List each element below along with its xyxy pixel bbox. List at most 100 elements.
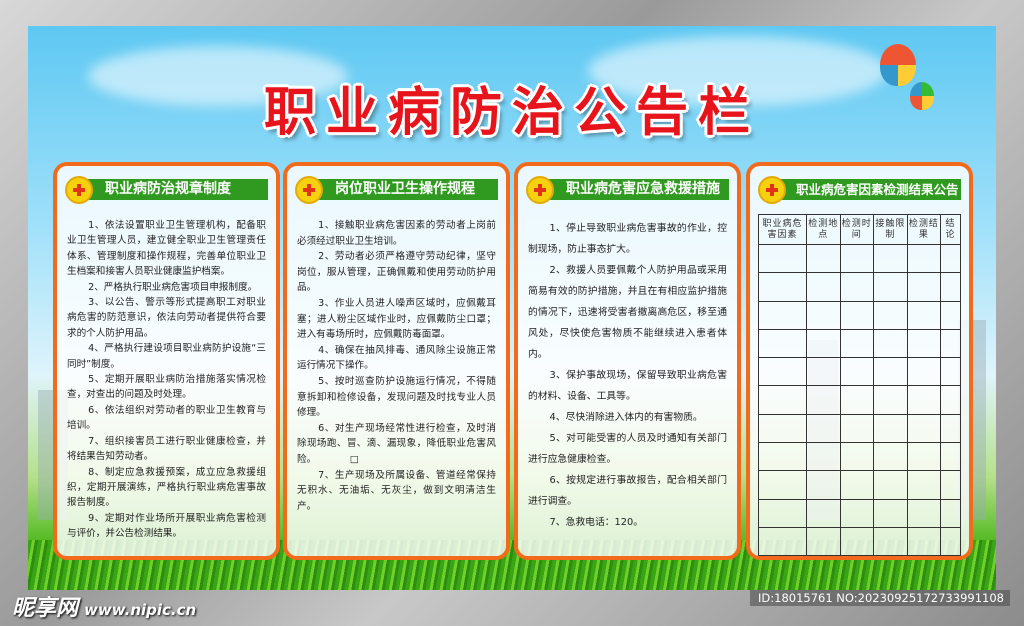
table-cell — [839, 498, 875, 528]
list-item: 6、对生产现场经常性进行检查，及时消除现场跑、冒、滴、漏现象，降低职业危害风险。… — [297, 422, 496, 465]
column-header: 检测地点 — [806, 214, 841, 245]
table-cell — [758, 413, 807, 444]
table-cell — [906, 243, 942, 274]
table-cell — [758, 243, 807, 274]
hot-air-balloon-icon — [910, 82, 934, 110]
table-row — [758, 470, 961, 500]
table-cell — [906, 413, 942, 444]
cloud — [88, 46, 348, 106]
list-item: 5、定期开展职业病防治措施落实情况检查，对查出的问题及时处理。 — [67, 374, 266, 401]
table-cell — [940, 328, 961, 359]
table-row — [758, 357, 961, 387]
health-emblem-icon — [526, 176, 554, 204]
table-cell — [940, 300, 961, 330]
table-cell — [873, 328, 908, 359]
table-cell — [806, 385, 841, 415]
table-cell — [940, 385, 961, 415]
list-item: 7、急救电话：120。 — [549, 517, 644, 528]
table-cell — [873, 385, 908, 415]
panel-heading: 岗位职业卫生操作规程 — [315, 179, 498, 200]
panel-emergency-measures: 职业病危害应急救援措施 1、停止导致职业病危害事故的作业，控制现场，防止事态扩大… — [514, 162, 741, 560]
table-cell — [839, 526, 875, 556]
panel-operating-rules: 岗位职业卫生操作规程 1、接触职业病危害因素的劳动者上岗前必须经过职业卫生培训。… — [283, 162, 510, 560]
table-cell — [758, 328, 807, 359]
list-item: 4、确保在抽风排毒、通风除尘设施正常运行情况下操作。 — [297, 344, 496, 372]
table-cell — [806, 413, 841, 444]
table-cell — [839, 328, 875, 359]
health-emblem-icon — [758, 176, 786, 204]
table-cell — [806, 526, 841, 556]
hot-air-balloon-icon — [880, 44, 916, 86]
table-cell — [940, 272, 961, 302]
panel-heading: 职业病危害应急救援措施 — [546, 179, 729, 200]
table-cell — [873, 413, 908, 444]
table-cell — [806, 357, 841, 387]
table-row — [758, 272, 961, 302]
image-id-label: ID:18015761 NO:20230925172733991108 — [750, 590, 1010, 606]
list-item: 1、依法设置职业卫生管理机构，配备职业卫生管理人员，建立健全职业卫生管理责任体系… — [67, 220, 266, 278]
table-cell — [839, 470, 875, 500]
table-cell — [873, 470, 908, 500]
table-row — [758, 385, 961, 415]
table-cell — [906, 442, 942, 472]
table-cell — [906, 498, 942, 528]
list-item: 2、严格执行职业病危害项目申报制度。 — [88, 281, 258, 293]
list-item: 6、按规定进行事故报告，配合相关部门进行调查。 — [528, 475, 727, 507]
list-item: 4、尽快消除进入体内的有害物质。 — [549, 412, 703, 423]
list-item: 8、制定应急救援预案，成立应急救援组织，定期开展演练，严格执行职业病危害事故报告… — [67, 466, 266, 509]
table-row — [758, 442, 961, 472]
table-cell — [873, 442, 908, 472]
table-cell — [940, 357, 961, 387]
list-item: 3、以公告、警示等形式提高职工对职业病危害的防范意识，依法向劳动者提供符合要求的… — [67, 297, 266, 339]
table-cell — [906, 385, 942, 415]
table-cell — [839, 413, 875, 444]
table-cell — [806, 300, 841, 330]
table-cell — [806, 272, 841, 302]
table-cell — [758, 498, 807, 528]
table-row — [758, 413, 961, 444]
health-emblem-icon — [65, 176, 93, 204]
table-cell — [839, 385, 875, 415]
table-cell — [806, 328, 841, 359]
list-item: 2、救援人员要佩戴个人防护用品或采用简易有效的防护措施，并且在有相应监护措施的情… — [528, 265, 727, 360]
health-emblem-icon — [295, 176, 323, 204]
table-cell — [906, 328, 942, 359]
list-item: 5、按时巡查防护设施运行情况，不得随意拆卸和检修设备，发现问题及时找专业人员修理… — [297, 375, 496, 419]
table-row — [758, 300, 961, 330]
table-cell — [839, 442, 875, 472]
cloud — [588, 36, 888, 106]
table-cell — [806, 442, 841, 472]
table-cell — [940, 413, 961, 444]
table-cell — [940, 470, 961, 500]
list-item: 9、定期对作业场所开展职业病危害检测与评价，并公告检测结果。 — [67, 512, 266, 540]
table-cell — [940, 243, 961, 274]
table-cell — [906, 357, 942, 387]
column-header: 结论 — [940, 214, 961, 245]
table-cell — [839, 243, 875, 274]
table-cell — [806, 243, 841, 274]
panel-test-results: 职业病危害因素检测结果公告 职业病危害因素 检测地点 检测时间 接触限制 检测结… — [746, 162, 973, 560]
list-item: 1、接触职业病危害因素的劳动者上岗前必须经过职业卫生培训。 — [297, 220, 496, 247]
table-cell — [873, 272, 908, 302]
table-cell — [806, 498, 841, 528]
table-cell — [758, 357, 807, 387]
table-cell — [873, 526, 908, 556]
table-cell — [758, 385, 807, 415]
table-row — [758, 243, 961, 274]
table-cell — [758, 526, 807, 556]
table-cell — [906, 470, 942, 500]
list-item: 1、停止导致职业病危害事故的作业，控制现场，防止事态扩大。 — [528, 223, 727, 255]
table-cell — [758, 272, 807, 302]
table-cell — [940, 442, 961, 472]
table-cell — [906, 526, 942, 556]
list-item: 7、组织接害员工进行职业健康检查，并将结果告知劳动者。 — [67, 435, 266, 463]
table-cell — [839, 300, 875, 330]
table-cell — [906, 300, 942, 330]
table-cell — [839, 272, 875, 302]
list-item: 3、作业人员进人噪声区域时，应佩戴耳塞；进人粉尘区域作业时，应佩戴防尘口罩；进入… — [297, 297, 496, 341]
panel-heading: 职业病危害因素检测结果公告 — [778, 179, 961, 200]
list-item: 2、劳动者必须严格遵守劳动纪律，坚守岗位，服从管理，正确佩戴和使用劳动防护用品。 — [297, 251, 496, 294]
table-row — [758, 328, 961, 359]
table-row — [758, 526, 961, 556]
table-cell — [839, 357, 875, 387]
